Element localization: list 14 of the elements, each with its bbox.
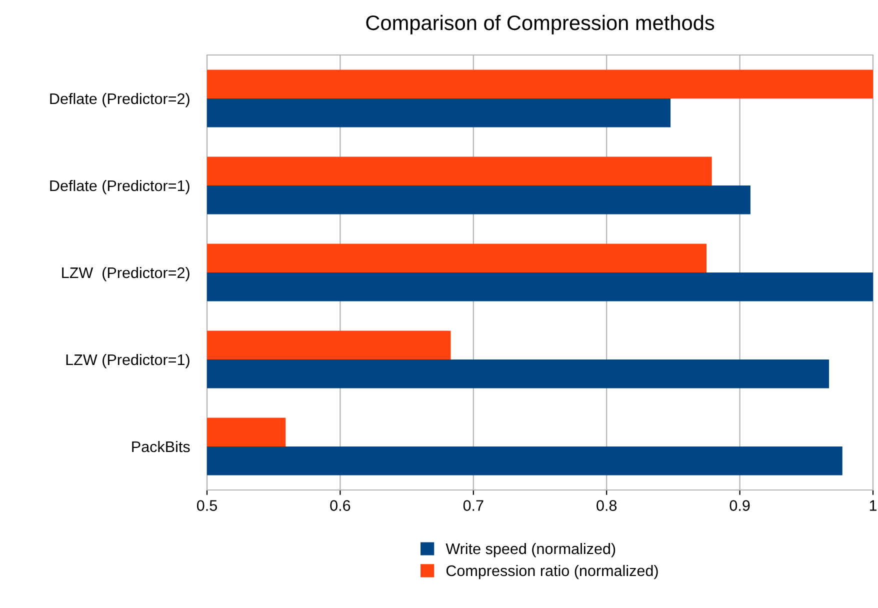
y-tick-label: Deflate (Predictor=1) (50, 180, 190, 194)
y-tick-label: LZW (Predictor=2) (62, 266, 190, 282)
x-tick-label: 0.6 (330, 500, 350, 511)
y-tick-label: LZW (Predictor=1) (66, 354, 190, 368)
x-tick-label: 0.7 (463, 500, 484, 511)
x-tick-label: 0.8 (596, 500, 617, 511)
legend-label: Compression ratio (normalized) (446, 564, 658, 580)
x-tick-label: 0.5 (196, 500, 217, 511)
chart-title: Comparison of Compression methods (366, 14, 714, 34)
legend-label: Write speed (normalized) (446, 542, 616, 558)
y-tick-label: PackBits (132, 440, 190, 452)
x-tick-label: 1 (870, 500, 877, 511)
y-tick-label: Deflate (Predictor=2) (50, 92, 190, 108)
x-tick-label: 0.9 (730, 500, 750, 511)
